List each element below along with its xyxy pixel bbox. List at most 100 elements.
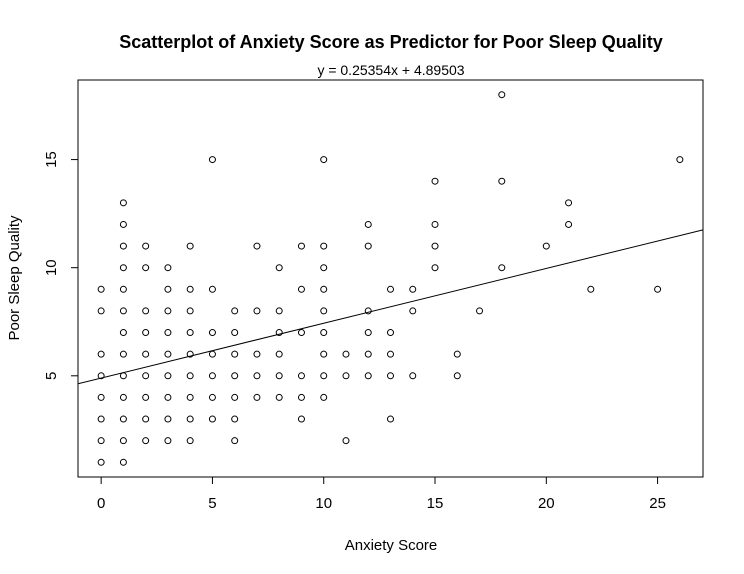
data-point [186,242,194,250]
data-point [253,242,261,250]
data-point [387,372,394,380]
data-point [119,415,127,423]
data-point [142,307,150,315]
x-axis: 0 5 10 15 20 25 [97,477,666,512]
data-point [498,91,506,99]
data-point [208,415,216,423]
data-point [97,285,105,293]
data-point [387,415,394,423]
data-point [186,415,194,423]
chart-title: Scatterplot of Anxiety Score as Predicto… [119,32,662,52]
data-point [142,372,150,380]
plot-frame [77,79,704,478]
regression-line-group [77,229,704,385]
data-point [297,372,305,380]
data-point [119,458,127,466]
data-point [142,329,150,337]
data-point [320,329,328,337]
data-point [119,199,127,207]
data-point [186,307,194,315]
data-point [476,307,484,315]
data-point [97,437,105,445]
x-tick-label: 15 [427,495,444,512]
data-point [364,220,372,228]
data-point [320,393,328,401]
data-point [364,329,372,337]
data-point [364,350,372,358]
data-point [275,350,283,358]
data-point [142,350,150,358]
data-point [320,307,328,315]
data-point [186,329,194,337]
data-point [119,372,127,380]
data-point [364,242,372,250]
data-point [275,393,283,401]
data-point [409,285,417,293]
data-point [231,393,239,401]
data-point [97,393,105,401]
data-point [208,372,216,380]
data-point [119,437,127,445]
x-tick-label: 5 [208,495,216,512]
x-tick-label: 25 [649,495,666,512]
data-point [431,242,439,250]
y-tick-label: 5 [43,372,60,380]
data-point [142,437,150,445]
data-point [164,437,172,445]
data-point [208,393,216,401]
data-point [164,350,172,358]
data-point [253,307,261,315]
data-point [164,264,172,272]
data-point [142,264,150,272]
data-point [231,350,239,358]
data-point [320,285,328,293]
data-point [97,458,105,466]
data-point [342,350,350,358]
data-point [253,372,261,380]
data-point [231,329,239,337]
data-point [320,242,328,250]
data-point [654,285,662,293]
data-point [231,372,239,380]
data-point [186,437,194,445]
data-point [275,372,283,380]
x-tick-label: 20 [538,495,555,512]
data-point [676,156,684,164]
data-point [253,393,261,401]
data-point [119,264,127,272]
data-point [186,350,194,358]
data-point [297,329,305,337]
data-points [97,91,684,466]
data-point [387,350,394,358]
data-point [275,264,283,272]
data-point [97,415,105,423]
data-point [208,156,216,164]
data-point [119,220,127,228]
data-point [275,307,283,315]
data-point [119,242,127,250]
data-point [453,350,461,358]
data-point [297,393,305,401]
data-point [208,285,216,293]
data-point [119,307,127,315]
data-point [142,415,150,423]
data-point [164,285,172,293]
data-point [498,177,506,185]
data-point [542,242,550,250]
data-point [364,372,372,380]
regression-line [77,229,704,385]
y-axis: 5 10 15 [43,151,78,380]
data-point [164,372,172,380]
data-point [97,372,105,380]
y-tick-label: 10 [43,259,60,276]
data-point [231,307,239,315]
data-point [297,285,305,293]
data-point [275,329,283,337]
data-point [297,415,305,423]
data-point [342,372,350,380]
data-point [320,350,328,358]
data-point [431,177,439,185]
data-point [320,156,328,164]
regression-equation: y = 0.25354x + 4.89503 [317,62,464,78]
